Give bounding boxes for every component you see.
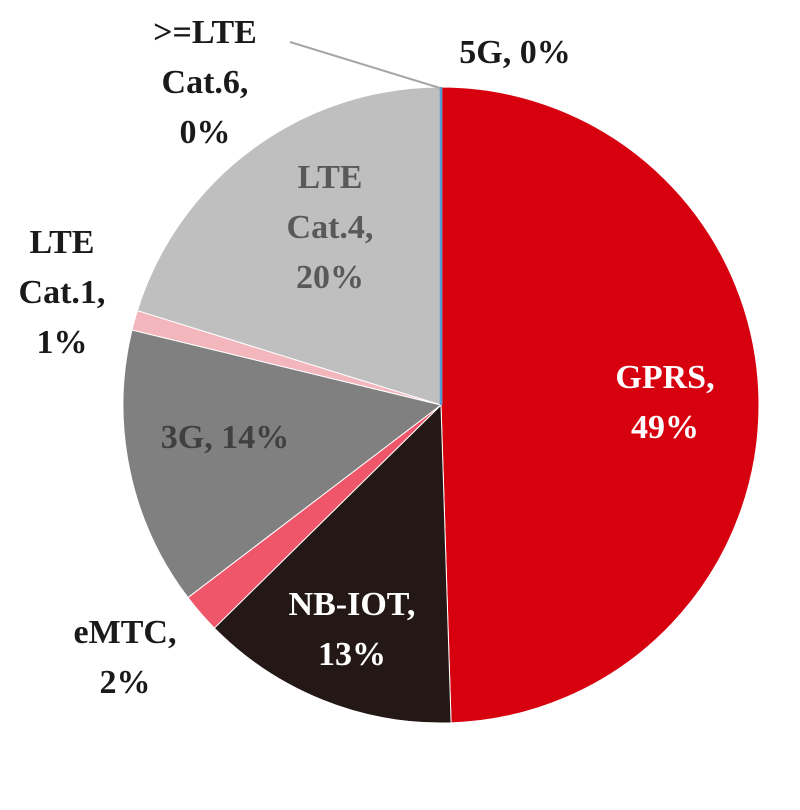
data-label: Cat.4, [287,209,374,246]
data-label: GPRS, [615,359,714,396]
data-label: 13% [318,636,386,673]
data-label: LTE [30,224,95,261]
data-label: Cat.6, [162,64,249,101]
data-label: Cat.1, [19,274,106,311]
data-label: 3G, 14% [161,419,289,456]
data-label: 0% [180,114,231,151]
data-label: eMTC, [74,614,177,651]
slice [122,329,443,599]
data-label: 1% [37,324,88,361]
data-label: LTE [298,159,363,196]
data-label: 5G, 0% [459,34,570,71]
data-label: 49% [631,409,699,446]
slice [213,403,452,724]
slice [136,86,442,406]
data-label: >=LTE [153,14,257,51]
data-label: NB-IOT, [289,586,416,623]
data-label: 20% [296,259,364,296]
slices [122,86,760,724]
labels: GPRS, 49% NB-IOT, 13% eMTC, 2% 3G, 14% LTE Cat.1… [19,14,715,701]
leader-line [289,41,441,89]
data-label: 2% [100,664,151,701]
slice [440,86,760,724]
